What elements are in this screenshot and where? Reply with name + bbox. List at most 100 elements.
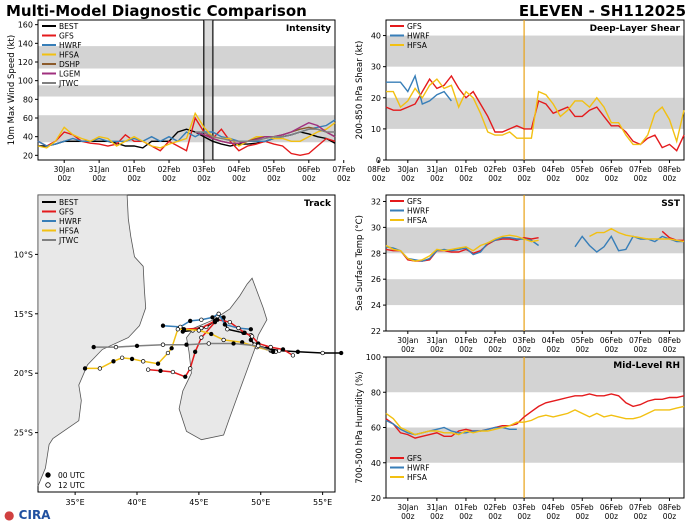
legend-label: HWRF: [407, 464, 430, 473]
track-point: [210, 315, 215, 320]
track-point: [222, 322, 228, 327]
x-tick-hour: 00z: [401, 345, 415, 354]
panel-title: Intensity: [286, 24, 331, 34]
x-tick-date: 04Feb: [542, 336, 565, 345]
legend-label: HFSA: [59, 227, 80, 236]
legend-label: LGEM: [59, 70, 80, 79]
x-tick-hour: 00z: [459, 512, 473, 521]
series-line-hfsa: [385, 405, 685, 436]
x-tick-hour: 00z: [459, 174, 473, 183]
x-tick-hour: 00z: [605, 512, 619, 521]
track-point: [215, 317, 220, 322]
x-tick-date: 04Feb: [227, 165, 250, 174]
page-title: Multi-Model Diagnostic Comparison: [6, 2, 307, 20]
x-tick-hour: 00z: [576, 345, 590, 354]
x-tick-hour: 00z: [488, 512, 502, 521]
x-tick-hour: 00z: [634, 174, 648, 183]
x-tick-date: 05Feb: [571, 503, 594, 512]
x-tick-hour: 00z: [372, 174, 386, 183]
x-tick-date: 04Feb: [542, 503, 565, 512]
series-line-hfsa: [37, 111, 336, 149]
init-window: [203, 20, 213, 160]
shade-band: [38, 85, 335, 97]
x-tick-hour: 00z: [663, 345, 677, 354]
legend-label: GFS: [59, 32, 74, 41]
track-point: [91, 344, 96, 350]
shade-band: [386, 279, 684, 306]
legend-label: HFSA: [59, 51, 80, 60]
x-tick-hour: 00z: [430, 345, 444, 354]
legend-label: HWRF: [59, 217, 82, 226]
plot-frame: [385, 194, 685, 332]
x-tick-date: 01Feb: [455, 503, 478, 512]
series-line-jtwc: [195, 128, 335, 142]
track-point: [193, 349, 198, 354]
x-tick-date: 06Feb: [600, 165, 623, 174]
x-tick-date: 05Feb: [571, 165, 594, 174]
panel-title: Track: [304, 199, 332, 209]
y-tick-label: 0: [376, 156, 381, 165]
x-tick-hour: 00z: [57, 174, 71, 183]
y-tick-label: 20: [23, 151, 33, 160]
track-point: [231, 341, 236, 346]
y-axis-label: 10m Max Wind Speed (kt): [7, 35, 17, 145]
x-tick-date: 01Feb: [123, 165, 146, 174]
x-tick-date: 01Feb: [455, 336, 478, 345]
cira-logo-text: CIRA: [18, 508, 51, 522]
lon-tick-label: 55°E: [313, 498, 332, 507]
x-tick-date: 31Jan: [426, 336, 447, 345]
lat-tick-label: 25°S: [14, 429, 33, 438]
marker-legend-label: 00 UTC: [58, 471, 85, 480]
legend-label: HWRF: [407, 32, 430, 41]
y-tick-label: 26: [371, 275, 381, 284]
x-tick-date: 02Feb: [158, 165, 181, 174]
track-point: [196, 328, 202, 333]
y-tick-label: 40: [23, 133, 33, 142]
x-tick-date: 06Feb: [297, 165, 320, 174]
y-tick-label: 32: [371, 197, 381, 206]
track-point: [216, 311, 221, 316]
marker-legend-symbol: [45, 472, 51, 478]
track-point: [206, 341, 211, 346]
x-tick-date: 02Feb: [484, 165, 507, 174]
track-point: [170, 369, 176, 375]
y-tick-label: 22: [371, 327, 381, 336]
track-point: [175, 327, 180, 332]
x-tick-date: 03Feb: [513, 503, 536, 512]
series-line-hwrf: [386, 73, 452, 105]
y-tick-label: 20: [371, 94, 381, 103]
track-point: [129, 356, 135, 362]
x-tick-hour: 00z: [517, 345, 531, 354]
track-point: [256, 343, 261, 349]
x-tick-date: 05Feb: [262, 165, 285, 174]
x-tick-date: 03Feb: [513, 336, 536, 345]
x-tick-hour: 00z: [605, 174, 619, 183]
x-tick-date: 07Feb: [629, 503, 652, 512]
track-point: [270, 349, 276, 354]
x-tick-hour: 00z: [162, 174, 176, 183]
legend-label: GFS: [407, 22, 422, 31]
x-tick-hour: 00z: [430, 512, 444, 521]
track-point: [320, 350, 325, 356]
track-point: [82, 366, 88, 371]
track-point: [145, 367, 151, 372]
track-point: [248, 337, 254, 343]
storm-id: ELEVEN - SH112025: [518, 2, 686, 20]
x-tick-date: 02Feb: [484, 336, 507, 345]
track-point: [160, 323, 166, 328]
y-tick-label: 30: [371, 223, 381, 232]
plot-frame: [385, 19, 685, 161]
panel-sst: 22242628303230Jan00z31Jan00z01Feb00z02Fe…: [355, 194, 685, 354]
track-point: [225, 327, 230, 332]
track-point: [209, 331, 214, 337]
x-tick-hour: 00z: [488, 174, 502, 183]
legend-label: HFSA: [407, 473, 428, 482]
x-tick-date: 02Feb: [484, 503, 507, 512]
track-point: [242, 330, 247, 335]
series-line-gfs: [385, 393, 685, 439]
plot-frame: [37, 19, 336, 161]
